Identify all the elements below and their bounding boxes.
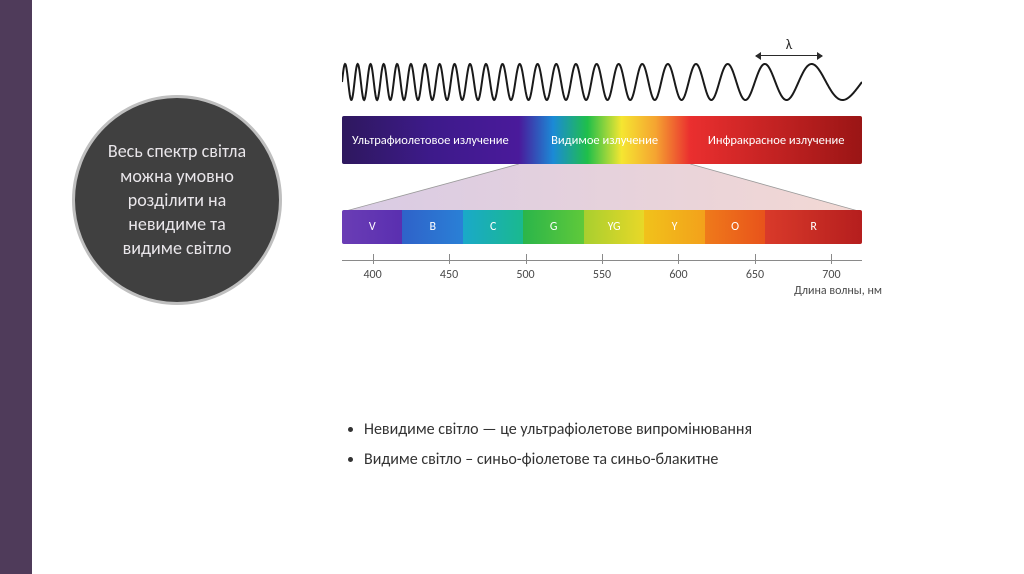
title-circle: Весь спектр світла можна умовно розділит… (72, 95, 282, 305)
axis-tick (373, 254, 374, 264)
lambda-arrows (756, 55, 822, 56)
visible-band: B (402, 210, 462, 244)
spectrum-segment-label: Видимое излучение (551, 133, 658, 148)
axis-tick-label: 650 (746, 268, 764, 282)
spectrum-diagram: λ Ультрафиолетовое излучение Видимое излу… (342, 48, 862, 290)
slide-title: Весь спектр світла можна умовно розділит… (97, 139, 257, 260)
spectrum-segment: Инфракрасное излучение (690, 116, 862, 164)
wave-svg (342, 48, 862, 104)
wavelength-axis: Длина волны, нм 400450500550600650700 (342, 250, 862, 290)
visible-band: O (705, 210, 765, 244)
axis-title: Длина волны, нм (794, 284, 882, 298)
visible-band: R (765, 210, 862, 244)
lambda-symbol: λ (786, 36, 792, 53)
visible-band-label: Y (672, 220, 678, 234)
sidebar-accent-strip (0, 0, 32, 574)
spectrum-segment: Видимое излучение (519, 116, 691, 164)
visible-band-label: V (369, 220, 376, 234)
visible-band: V (342, 210, 402, 244)
visible-band-label: B (429, 220, 436, 234)
visible-band-label: G (550, 220, 558, 234)
visible-band: C (463, 210, 523, 244)
visible-band: Y (644, 210, 704, 244)
bullet-ul: Невидиме світло — це ультрафіолетове вип… (342, 415, 902, 476)
spectrum-projection (342, 164, 862, 212)
axis-tick (602, 254, 603, 264)
content-area: Весь спектр світла можна умовно розділит… (32, 0, 1024, 574)
axis-tick-label: 550 (593, 268, 611, 282)
axis-tick-label: 500 (516, 268, 534, 282)
axis-tick (526, 254, 527, 264)
axis-tick (678, 254, 679, 264)
axis-tick (755, 254, 756, 264)
spectrum-segment-label: Инфракрасное излучение (708, 133, 845, 148)
visible-band: YG (584, 210, 644, 244)
bullet-list: Невидиме світло — це ультрафіолетове вип… (342, 415, 902, 476)
slide: Весь спектр світла можна умовно розділит… (0, 0, 1024, 574)
projection-svg (342, 164, 862, 212)
axis-tick-label: 600 (669, 268, 687, 282)
spectrum-bar: Ультрафиолетовое излучение Видимое излуче… (342, 116, 862, 164)
wave-row: λ (342, 48, 862, 104)
axis-tick-label: 700 (822, 268, 840, 282)
axis-tick (831, 254, 832, 264)
lambda-marker: λ (756, 36, 822, 56)
bullet-item: Невидиме світло — це ультрафіолетове вип… (364, 415, 902, 445)
bullet-item: Видиме світло – синьо-фіолетове та синьо… (364, 445, 902, 475)
spectrum-segment: Ультрафиолетовое излучение (342, 116, 519, 164)
axis-tick (449, 254, 450, 264)
visible-band: G (523, 210, 583, 244)
spectrum-segment-label: Ультрафиолетовое излучение (352, 133, 509, 148)
visible-color-bar: V B C G YG Y O R (342, 210, 862, 244)
visible-band-label: O (731, 220, 739, 234)
visible-band-label: C (490, 220, 496, 234)
axis-tick-label: 450 (440, 268, 458, 282)
visible-band-label: YG (608, 220, 621, 234)
axis-tick-label: 400 (363, 268, 381, 282)
visible-band-label: R (810, 220, 817, 234)
